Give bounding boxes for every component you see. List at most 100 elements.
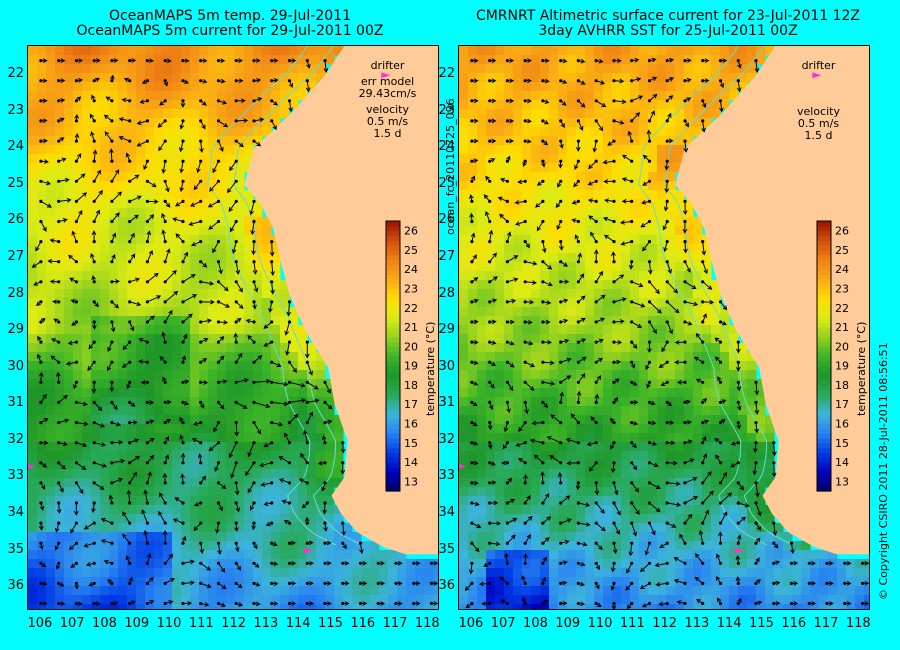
current-arrow-origin bbox=[718, 79, 723, 83]
current-arrow-origin bbox=[612, 481, 616, 485]
x-tick-label: 115 bbox=[318, 616, 343, 631]
current-arrow-origin bbox=[287, 360, 292, 364]
current-arrow-origin bbox=[252, 199, 256, 203]
current-arrow-origin bbox=[559, 561, 563, 565]
current-arrow-origin bbox=[252, 260, 256, 264]
current-arrow-origin bbox=[612, 360, 616, 364]
current-arrow-origin bbox=[287, 601, 292, 606]
colorbar-swatch bbox=[386, 298, 400, 304]
current-arrow bbox=[613, 522, 620, 535]
y-tick-label: 36 bbox=[7, 578, 24, 594]
current-arrow-origin bbox=[110, 59, 114, 63]
current-arrow-origin bbox=[647, 79, 652, 83]
colorbar-swatch bbox=[817, 303, 831, 309]
current-arrow-origin bbox=[92, 99, 96, 103]
current-arrow bbox=[228, 201, 237, 212]
current-arrow-origin bbox=[163, 240, 167, 244]
current-arrow bbox=[631, 522, 638, 537]
current-arrow bbox=[667, 460, 678, 466]
current-arrow-origin bbox=[57, 240, 61, 244]
current-arrow bbox=[111, 458, 126, 464]
current-arrow-origin bbox=[110, 521, 114, 525]
current-arrow-origin bbox=[57, 481, 61, 485]
colorbar-swatch bbox=[817, 346, 831, 352]
current-arrow-origin bbox=[470, 521, 474, 525]
current-arrow bbox=[524, 381, 535, 391]
current-arrow-origin bbox=[199, 340, 203, 344]
colorbar-swatch bbox=[386, 466, 400, 473]
current-arrow-origin bbox=[287, 561, 292, 565]
current-arrow-origin bbox=[305, 400, 309, 404]
current-arrow bbox=[136, 140, 148, 147]
current-arrow-origin bbox=[39, 461, 43, 465]
current-arrow-origin bbox=[470, 541, 474, 545]
current-arrow-origin bbox=[576, 179, 580, 183]
current-arrow-origin bbox=[252, 280, 256, 284]
current-arrow-origin bbox=[57, 300, 61, 304]
y-tick-label: 27 bbox=[438, 249, 455, 265]
current-arrow bbox=[268, 301, 273, 313]
colorbar-swatch bbox=[386, 418, 400, 425]
current-arrow-origin bbox=[39, 521, 43, 525]
y-tick-label: 24 bbox=[7, 139, 24, 155]
current-arrow-origin bbox=[270, 421, 274, 425]
current-arrow-origin bbox=[665, 380, 669, 384]
current-arrow bbox=[234, 422, 240, 437]
current-arrow-origin bbox=[39, 380, 43, 384]
current-arrow bbox=[306, 362, 313, 376]
current-arrow-origin bbox=[576, 320, 580, 324]
x-tick-label: 109 bbox=[124, 616, 150, 631]
current-arrow-origin bbox=[270, 360, 274, 364]
current-arrow-origin bbox=[74, 441, 78, 445]
current-arrow-origin bbox=[39, 501, 43, 505]
colorbar-swatch bbox=[817, 317, 831, 323]
current-arrow bbox=[104, 131, 113, 142]
current-arrow-origin bbox=[128, 139, 132, 143]
current-arrow-origin bbox=[270, 601, 274, 606]
current-arrow-origin bbox=[163, 219, 167, 224]
current-arrow-origin bbox=[234, 421, 238, 425]
colorbar-swatch bbox=[386, 312, 400, 318]
current-arrow-origin bbox=[594, 441, 598, 445]
current-arrow-origin bbox=[74, 521, 78, 525]
current-arrow-origin bbox=[181, 601, 185, 606]
current-arrow-origin bbox=[559, 260, 563, 264]
x-tick-label: 116 bbox=[781, 616, 807, 631]
current-arrow-origin bbox=[665, 421, 669, 425]
current-arrow-origin bbox=[199, 159, 203, 163]
current-arrow bbox=[524, 361, 536, 368]
current-arrow-origin bbox=[39, 601, 43, 606]
current-arrow bbox=[603, 216, 615, 222]
current-arrow-origin bbox=[92, 421, 96, 425]
current-arrow-origin bbox=[523, 360, 527, 364]
current-arrow-origin bbox=[110, 240, 114, 244]
current-arrow-origin bbox=[323, 481, 327, 485]
current-arrow-origin bbox=[74, 400, 78, 404]
colorbar-swatch bbox=[386, 442, 400, 449]
current-arrow-origin bbox=[216, 260, 221, 264]
current-arrow-origin bbox=[736, 581, 740, 586]
colorbar-swatch bbox=[386, 370, 400, 376]
current-arrow-origin bbox=[145, 340, 149, 344]
current-arrow-origin bbox=[630, 441, 634, 445]
current-arrow bbox=[647, 342, 652, 354]
current-arrow bbox=[664, 181, 670, 194]
current-arrow-origin bbox=[647, 400, 652, 404]
current-arrow-origin bbox=[39, 360, 43, 364]
current-arrow-origin bbox=[92, 461, 96, 465]
current-arrow-origin bbox=[612, 280, 616, 284]
current-arrow-origin bbox=[541, 501, 545, 505]
current-arrow-origin bbox=[128, 59, 132, 63]
current-arrow-origin bbox=[181, 280, 185, 284]
current-arrow-origin bbox=[488, 260, 492, 264]
current-arrow-origin bbox=[594, 139, 598, 143]
current-arrow-origin bbox=[630, 320, 634, 324]
current-arrow-origin bbox=[701, 79, 705, 83]
current-arrow-origin bbox=[110, 219, 114, 224]
current-arrow-origin bbox=[341, 461, 345, 465]
current-arrow-origin bbox=[665, 240, 669, 244]
current-arrow-origin bbox=[789, 601, 794, 606]
current-arrow-origin bbox=[57, 360, 61, 364]
current-arrow-origin bbox=[559, 380, 563, 384]
current-arrow bbox=[71, 230, 77, 242]
